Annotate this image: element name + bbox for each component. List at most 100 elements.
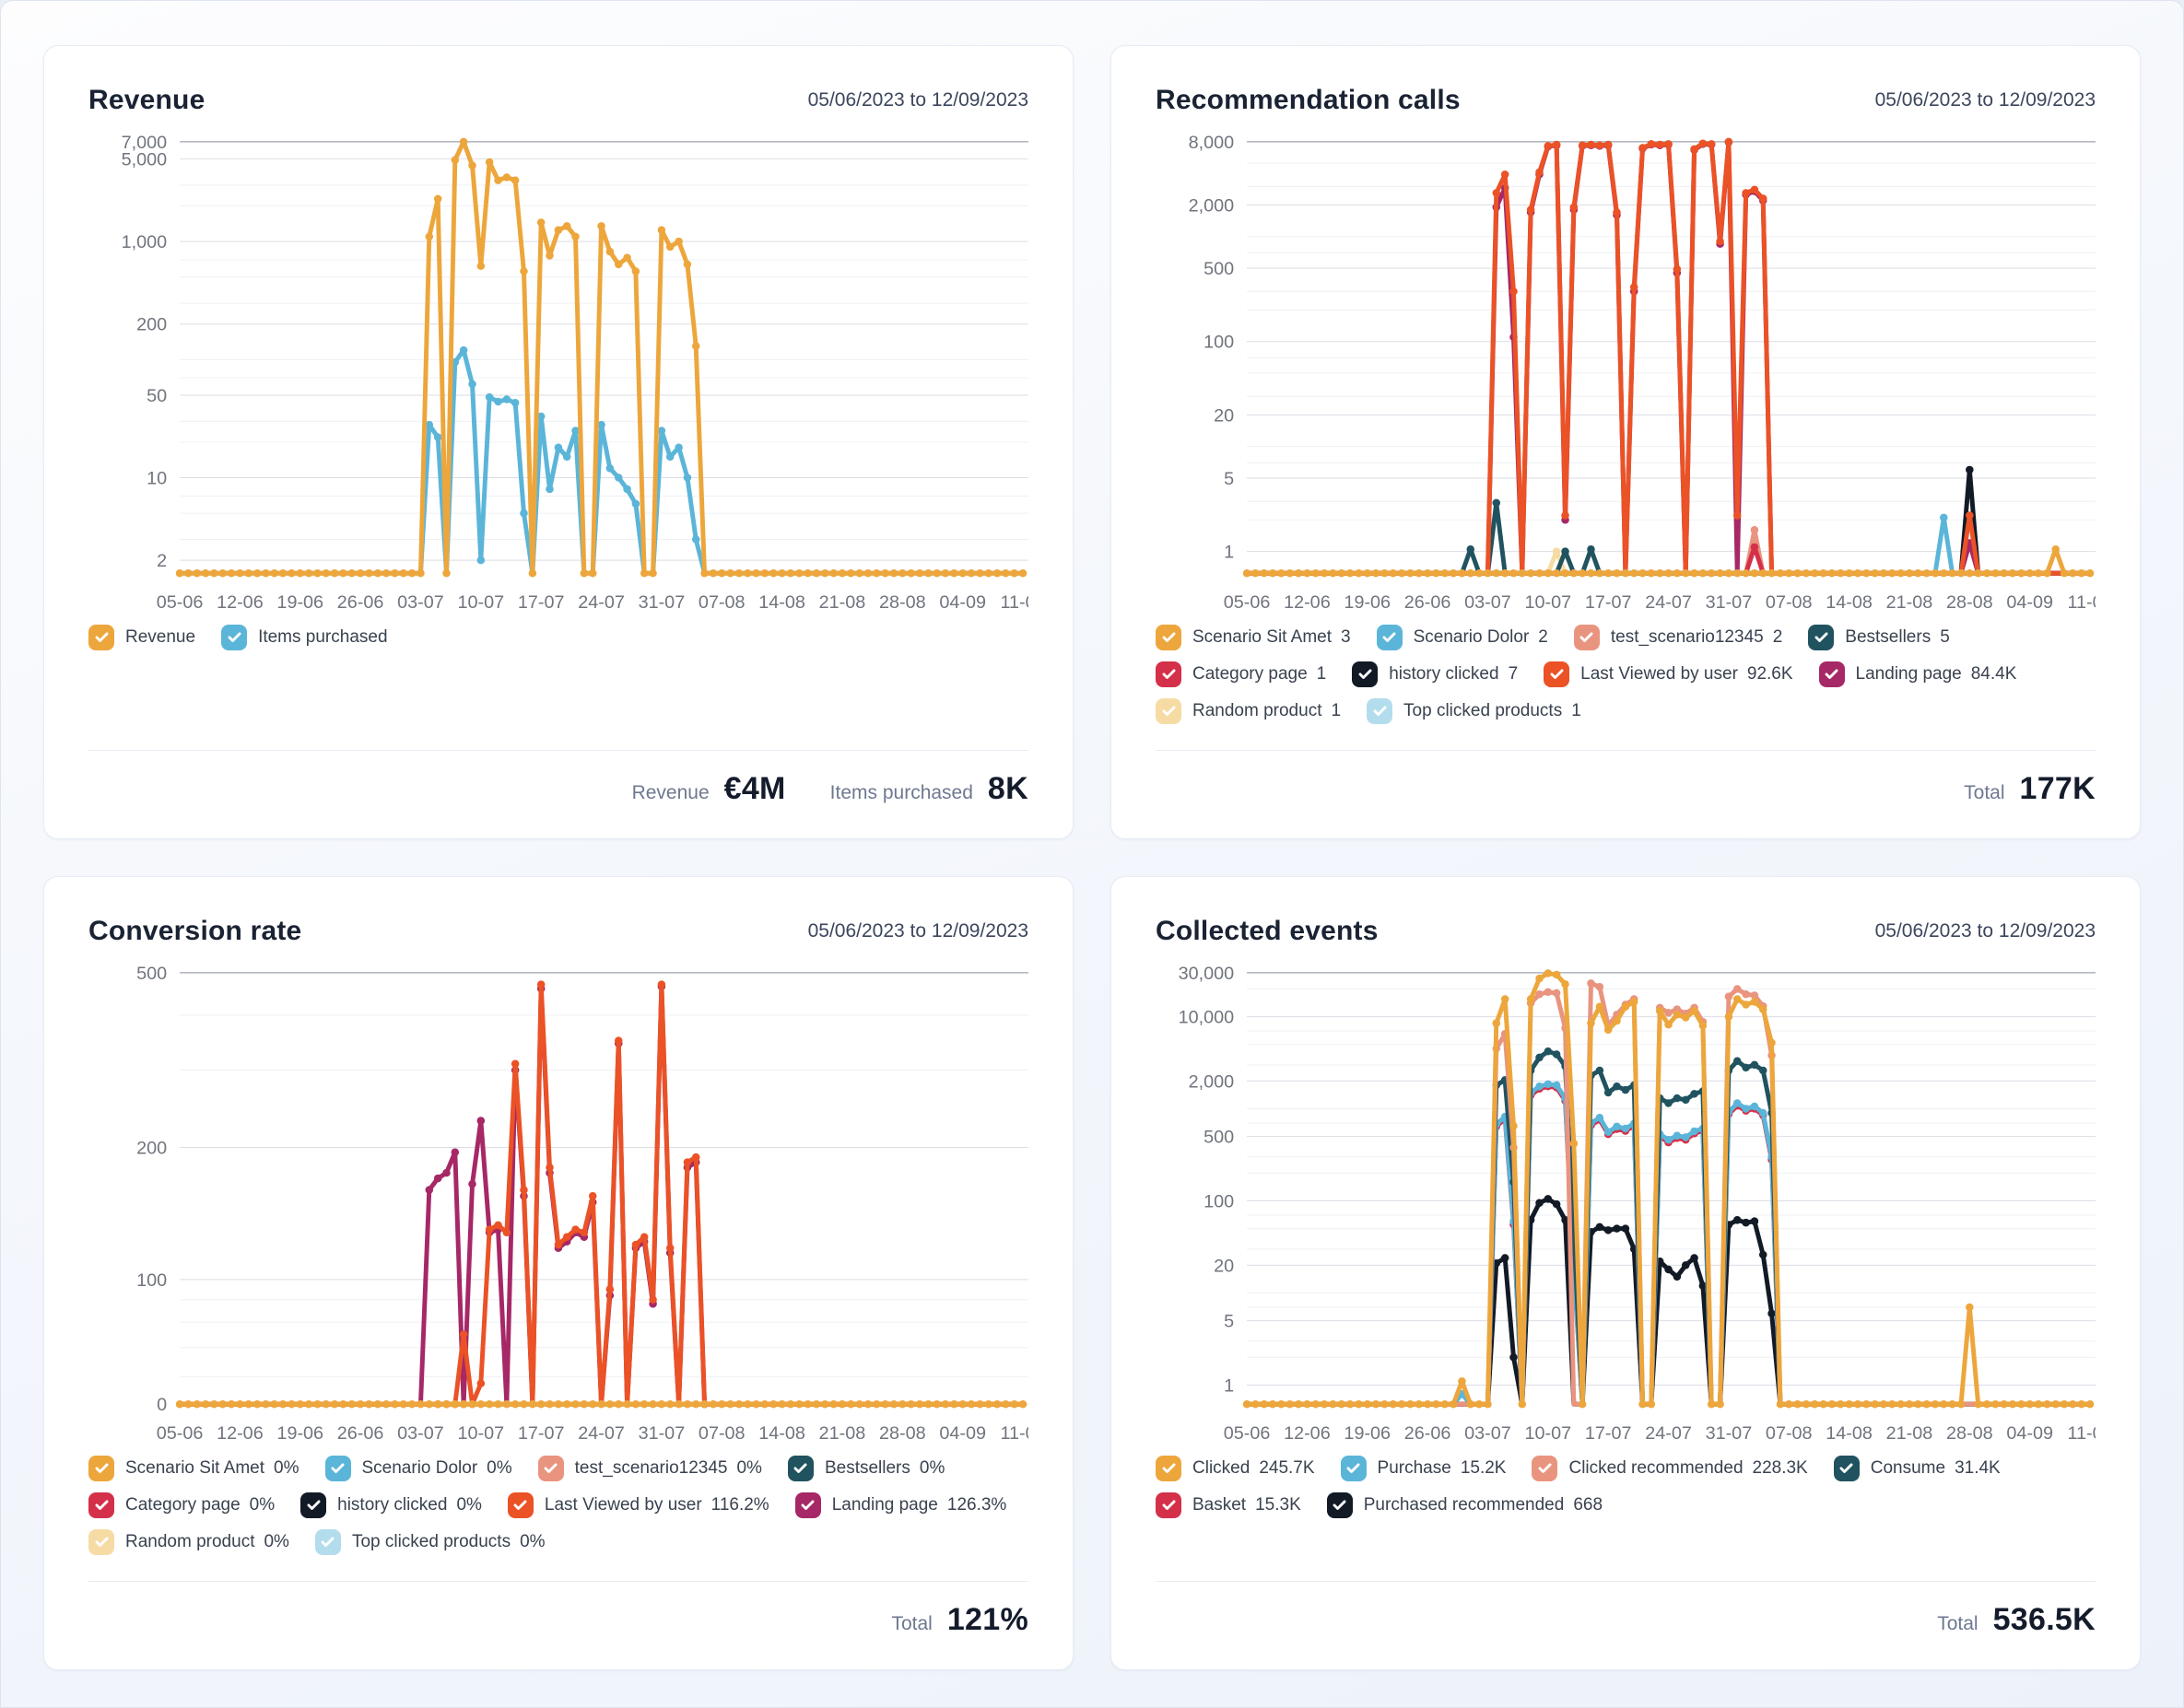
legend-item-clicked-recommended[interactable]: Clicked recommended 228.3K	[1532, 1455, 1808, 1481]
checkbox-checked-icon[interactable]	[1156, 661, 1181, 687]
checkbox-checked-icon[interactable]	[1376, 624, 1403, 650]
series-point	[1664, 1265, 1673, 1274]
legend-item-basket[interactable]: Basket 15.3K	[1156, 1492, 1301, 1518]
series-point	[1587, 568, 1595, 578]
series-point	[554, 1240, 563, 1249]
series-point	[218, 568, 227, 578]
checkbox-checked-icon[interactable]	[1156, 624, 1181, 650]
y-axis-tick-label: 8,000	[1189, 133, 1235, 153]
checkbox-checked-icon[interactable]	[794, 1492, 821, 1518]
series-point	[1742, 189, 1750, 197]
checkbox-checked-icon[interactable]	[1573, 624, 1600, 650]
checkbox-checked-icon[interactable]	[1544, 661, 1570, 687]
checkbox-checked-icon[interactable]	[1367, 697, 1393, 724]
checkbox-checked-icon[interactable]	[1808, 624, 1835, 650]
checkbox-checked-icon[interactable]	[314, 1528, 341, 1555]
checkbox-checked-icon[interactable]	[88, 1528, 114, 1555]
legend-item-test-scenario12345[interactable]: test_scenario12345 0%	[537, 1455, 762, 1481]
legend-item-landing-page[interactable]: Landing page 126.3%	[794, 1492, 1006, 1518]
series-point	[1664, 1136, 1673, 1144]
series-point	[665, 242, 675, 252]
checkbox-checked-icon[interactable]	[787, 1455, 814, 1481]
legend-label: Purchase	[1377, 1457, 1451, 1478]
legend-item-category-page[interactable]: Category page 1	[1156, 661, 1326, 687]
series-point	[1552, 1199, 1561, 1209]
checkbox-checked-icon[interactable]	[88, 1455, 114, 1481]
legend-item-last-viewed-by-user[interactable]: Last Viewed by user 116.2%	[507, 1492, 769, 1518]
legend-item-purchased-recommended[interactable]: Purchased recommended 668	[1326, 1492, 1603, 1518]
series-point	[554, 1399, 563, 1409]
legend-item-category-page[interactable]: Category page 0%	[88, 1492, 275, 1518]
legend-item-top-clicked-products[interactable]: Top clicked products 1	[1367, 697, 1581, 724]
series-point	[288, 568, 296, 578]
legend-item-consume[interactable]: Consume 31.4K	[1833, 1455, 2001, 1481]
x-axis-tick-label: 04-09	[939, 1423, 986, 1444]
card-footer: Total 536.5K	[1156, 1581, 2096, 1638]
x-axis-tick-label: 24-07	[1645, 1423, 1692, 1444]
legend-label: Scenario Dolor	[361, 1457, 478, 1478]
legend-item-random-product[interactable]: Random product 1	[1156, 697, 1341, 724]
legend-item-test-scenario12345[interactable]: test_scenario12345 2	[1573, 624, 1782, 650]
checkbox-checked-icon[interactable]	[1340, 1455, 1367, 1481]
legend-item-bestsellers[interactable]: Bestsellers 0%	[787, 1455, 945, 1481]
series-point	[992, 568, 1002, 578]
x-axis-tick-label: 31-07	[1706, 592, 1753, 613]
checkbox-checked-icon[interactable]	[221, 624, 248, 650]
x-axis-tick-label: 03-07	[1464, 1423, 1511, 1444]
checkbox-checked-icon[interactable]	[1352, 661, 1379, 687]
legend-item-scenario-dolor[interactable]: Scenario Dolor 0%	[324, 1455, 512, 1481]
series-point	[649, 568, 657, 578]
legend-item-clicked[interactable]: Clicked 245.7K	[1156, 1455, 1315, 1481]
checkbox-checked-icon[interactable]	[1326, 1492, 1353, 1518]
series-point	[1682, 1095, 1690, 1105]
checkbox-checked-icon[interactable]	[507, 1492, 534, 1518]
series-point	[433, 194, 442, 204]
recommendation-calls-chart: 8,000 2,000 500 100 20 5 1 05-06 12-06 19-06 26-06…	[1156, 127, 2096, 615]
legend-item-items-purchased[interactable]: Items purchased	[221, 624, 388, 650]
series-point	[1664, 1009, 1673, 1017]
legend-item-revenue[interactable]: Revenue	[88, 624, 195, 650]
checkbox-checked-icon[interactable]	[1818, 661, 1845, 687]
legend-item-purchase[interactable]: Purchase 15.2K	[1340, 1455, 1506, 1481]
legend: Scenario Sit Amet 0% Scenario Dolor 0% test_…	[88, 1455, 1028, 1555]
checkbox-checked-icon[interactable]	[300, 1492, 327, 1518]
checkbox-checked-icon[interactable]	[1833, 1455, 1860, 1481]
checkbox-checked-icon[interactable]	[1156, 1492, 1181, 1518]
legend-item-history-clicked[interactable]: history clicked 7	[1352, 661, 1518, 687]
series-point	[382, 1399, 391, 1409]
legend-label: test_scenario12345	[574, 1457, 728, 1478]
series-point	[640, 568, 649, 578]
series-point	[1732, 568, 1742, 578]
checkbox-checked-icon[interactable]	[1156, 697, 1181, 724]
legend-item-scenario-sit-amet[interactable]: Scenario Sit Amet 0%	[88, 1455, 299, 1481]
series-landing-page	[1244, 138, 2093, 576]
checkbox-checked-icon[interactable]	[324, 1455, 351, 1481]
legend-item-scenario-dolor[interactable]: Scenario Dolor 2	[1376, 624, 1548, 650]
series-point	[1552, 1050, 1561, 1059]
checkbox-checked-icon[interactable]	[1532, 1455, 1558, 1481]
y-axis-tick-label: 100	[1204, 333, 1234, 353]
legend-item-bestsellers[interactable]: Bestsellers 5	[1808, 624, 1950, 650]
series-point	[2043, 1399, 2051, 1409]
series-point	[1982, 1399, 1991, 1409]
legend-item-last-viewed-by-user[interactable]: Last Viewed by user 92.6K	[1544, 661, 1793, 687]
checkbox-checked-icon[interactable]	[88, 1492, 114, 1518]
legend-item-top-clicked-products[interactable]: Top clicked products 0%	[314, 1528, 546, 1555]
series-point	[2025, 568, 2034, 578]
series-scenario-sit-amet	[1242, 544, 2095, 578]
legend-label: Clicked	[1192, 1457, 1251, 1478]
series-point	[1742, 1218, 1750, 1227]
legend-item-random-product[interactable]: Random product 0%	[88, 1528, 289, 1555]
legend-item-history-clicked[interactable]: history clicked 0%	[300, 1492, 482, 1518]
checkbox-checked-icon[interactable]	[88, 624, 114, 650]
series-point	[1311, 568, 1320, 578]
series-point	[1819, 568, 1827, 578]
legend-item-scenario-sit-amet[interactable]: Scenario Sit Amet 3	[1156, 624, 1351, 650]
check-icon	[228, 632, 241, 643]
legend-item-landing-page[interactable]: Landing page 84.4K	[1818, 661, 2016, 687]
series-point	[1345, 568, 1355, 578]
series-point	[1948, 1399, 1956, 1409]
checkbox-checked-icon[interactable]	[537, 1455, 564, 1481]
checkbox-checked-icon[interactable]	[1156, 1455, 1181, 1481]
series-point	[193, 568, 202, 578]
